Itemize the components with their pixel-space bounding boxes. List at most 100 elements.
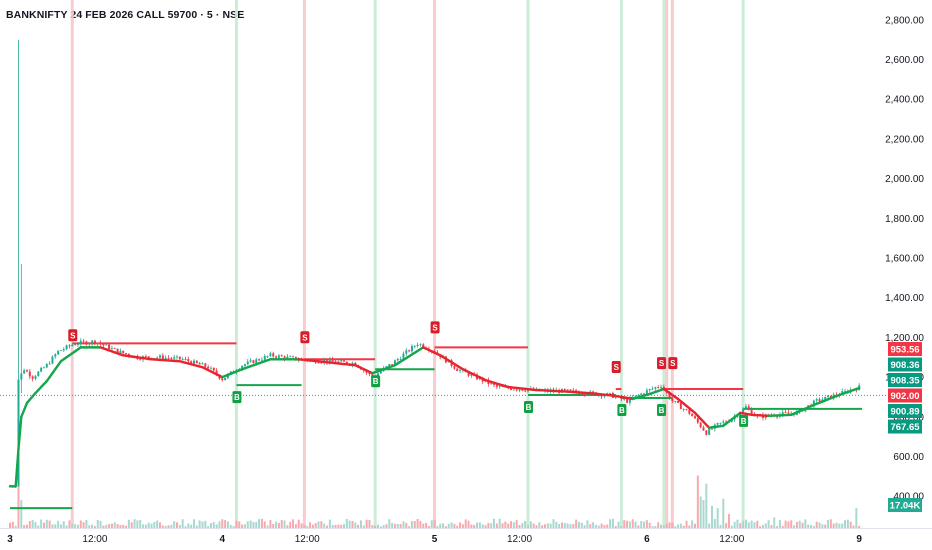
volume-bar bbox=[793, 525, 796, 528]
volume-bar bbox=[575, 519, 578, 528]
volume-bar bbox=[515, 520, 518, 528]
volume-bar bbox=[142, 524, 145, 528]
sell-zone-band bbox=[665, 0, 669, 528]
volume-bar bbox=[744, 519, 747, 528]
price-tick-label: 1,400.00 bbox=[885, 293, 924, 304]
volume-bar bbox=[583, 525, 586, 528]
buy-marker-label: B bbox=[234, 393, 240, 402]
volume-bar bbox=[139, 519, 142, 528]
candle-body bbox=[408, 350, 411, 352]
price-tick-label: 1,200.00 bbox=[885, 333, 924, 344]
candle-body bbox=[708, 428, 711, 435]
time-axis[interactable]: 3 12:00 4 12:00 5 12:00 6 12:00 9 bbox=[0, 528, 932, 546]
ema-segment bbox=[22, 401, 29, 412]
volume-bar bbox=[761, 524, 764, 528]
volume-bar bbox=[623, 520, 626, 528]
time-tick-label: 4 bbox=[220, 534, 226, 545]
volume-bar bbox=[560, 522, 563, 528]
candle-body bbox=[657, 387, 660, 388]
volume-bar bbox=[272, 523, 275, 528]
time-tick-label: 12:00 bbox=[295, 534, 320, 545]
candle-body bbox=[170, 358, 173, 360]
candle-body bbox=[221, 378, 224, 381]
candle-body bbox=[263, 356, 266, 360]
volume-bar bbox=[184, 526, 187, 528]
volume-bar bbox=[314, 523, 317, 528]
volume-bar bbox=[408, 526, 411, 528]
volume-bar bbox=[258, 519, 261, 528]
volume-bar bbox=[181, 519, 184, 528]
candle-body bbox=[628, 397, 631, 403]
volume-bar bbox=[292, 519, 295, 528]
candle-body bbox=[340, 360, 343, 362]
volume-bar bbox=[708, 523, 711, 528]
volume-bar bbox=[719, 524, 722, 528]
candle-body bbox=[59, 350, 62, 352]
volume-bar bbox=[173, 521, 176, 528]
candle-body bbox=[818, 399, 821, 402]
volume-bar bbox=[93, 526, 96, 528]
volume-bar bbox=[651, 526, 654, 528]
volume-bar bbox=[201, 521, 204, 528]
price-tick-label: 2,800.00 bbox=[885, 15, 924, 26]
candle-body bbox=[651, 388, 654, 390]
candle-body bbox=[815, 399, 818, 401]
volume-bar bbox=[102, 525, 105, 528]
volume-bar bbox=[527, 524, 529, 528]
candle-body bbox=[563, 388, 566, 390]
buy-marker bbox=[232, 391, 242, 404]
volume-bar bbox=[82, 522, 85, 528]
volume-bar bbox=[74, 524, 77, 528]
candle-body bbox=[40, 367, 43, 372]
candle-body bbox=[725, 421, 728, 423]
volume-bar bbox=[546, 523, 549, 528]
volume-bar bbox=[580, 522, 583, 528]
candle-body bbox=[209, 367, 212, 369]
volume-bar bbox=[113, 522, 116, 528]
price-label-tag bbox=[888, 388, 922, 403]
volume-bar bbox=[215, 524, 218, 528]
volume-bar bbox=[592, 522, 595, 528]
candle-body bbox=[93, 340, 96, 344]
candle-body bbox=[215, 370, 218, 375]
ema-segment bbox=[20, 408, 26, 419]
price-label-tag bbox=[888, 373, 922, 387]
volume-bar bbox=[348, 520, 351, 528]
candle-body bbox=[747, 406, 750, 409]
candle-body bbox=[614, 396, 617, 398]
volume-bar bbox=[266, 525, 269, 528]
volume-bar bbox=[716, 508, 719, 528]
candle-body bbox=[74, 344, 77, 346]
volume-bar bbox=[643, 521, 646, 528]
candle-body bbox=[515, 389, 518, 391]
volume-bar bbox=[787, 521, 790, 528]
volume-bar bbox=[62, 521, 65, 528]
time-tick-label: 12:00 bbox=[719, 534, 744, 545]
volume-bar bbox=[405, 522, 408, 528]
volume-bar bbox=[677, 524, 680, 528]
volume-bar bbox=[340, 524, 343, 528]
candle-body bbox=[388, 364, 391, 367]
volume-bar bbox=[473, 524, 476, 528]
volume-bar bbox=[807, 524, 810, 528]
volume-bar bbox=[190, 524, 193, 528]
volume-bar bbox=[756, 520, 759, 528]
volume-bar bbox=[269, 520, 272, 528]
price-label-tag bbox=[888, 404, 922, 418]
candle-body bbox=[62, 349, 65, 351]
volume-bar bbox=[125, 525, 128, 528]
candle-body bbox=[195, 360, 198, 363]
volume-bar bbox=[17, 486, 20, 528]
volume-bar bbox=[558, 523, 561, 528]
candle-body bbox=[51, 356, 54, 364]
candle-body bbox=[716, 422, 719, 425]
candle-body bbox=[453, 365, 456, 369]
candle-body bbox=[781, 412, 784, 415]
volume-bar bbox=[795, 522, 798, 528]
volume-bar bbox=[538, 522, 541, 528]
candle-body bbox=[512, 389, 515, 391]
volume-bar bbox=[699, 496, 702, 528]
volume-bar bbox=[450, 522, 453, 528]
volume-bar bbox=[688, 525, 691, 528]
